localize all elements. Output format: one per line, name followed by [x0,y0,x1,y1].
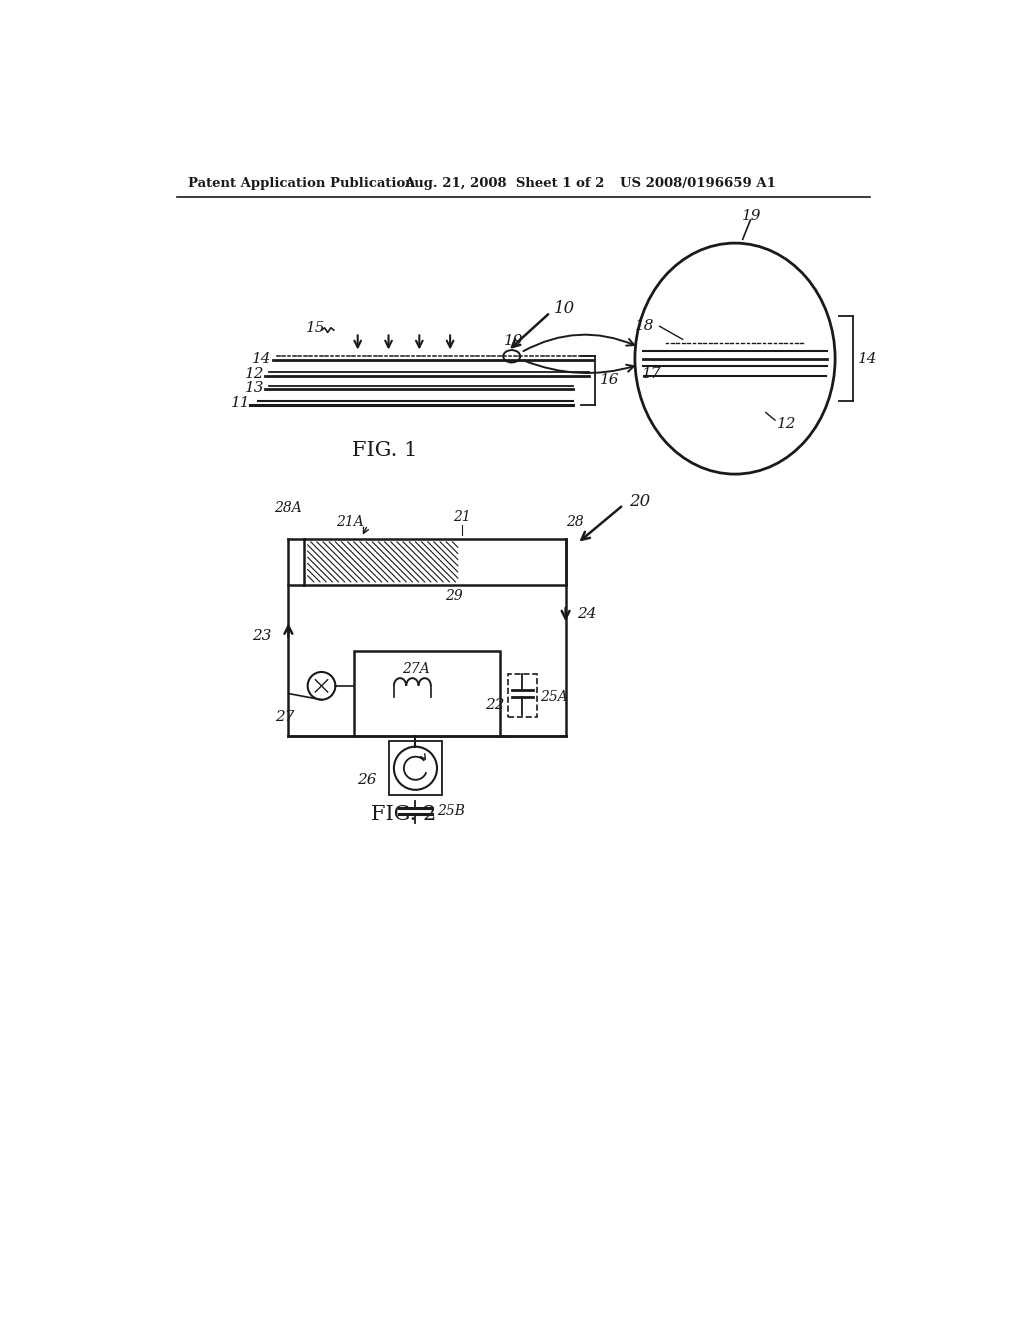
Text: 14: 14 [857,351,877,366]
Text: 10: 10 [554,300,575,317]
Text: 18: 18 [635,319,654,333]
Text: 26: 26 [357,772,377,787]
Text: 29: 29 [445,589,463,603]
Text: 17: 17 [642,367,662,381]
Text: 12: 12 [245,367,264,381]
Text: 11: 11 [230,396,250,411]
Text: 19: 19 [742,209,762,223]
Text: 23: 23 [252,628,271,643]
Text: 14: 14 [252,351,271,366]
Text: 16: 16 [599,374,618,387]
Bar [354,651,500,737]
Text: 28: 28 [565,515,584,529]
Bar [388,742,442,795]
Text: US 2008/0196659 A1: US 2008/0196659 A1 [620,177,775,190]
Text: 25B: 25B [437,804,465,817]
Text: 27A: 27A [401,661,429,676]
Text: 28A: 28A [273,502,301,515]
Bar [508,675,538,717]
Text: 12: 12 [777,417,797,432]
Text: 20: 20 [630,494,651,511]
Text: 27: 27 [275,710,295,723]
Text: Aug. 21, 2008  Sheet 1 of 2: Aug. 21, 2008 Sheet 1 of 2 [403,177,604,190]
Text: 24: 24 [578,607,597,622]
Text: 25A: 25A [541,690,568,705]
Text: 21: 21 [453,511,471,524]
Text: 15: 15 [306,321,326,335]
Text: FIG. 2: FIG. 2 [372,805,436,824]
Text: 21A: 21A [336,515,364,529]
Text: 13: 13 [245,381,264,395]
Text: Patent Application Publication: Patent Application Publication [188,177,415,190]
Text: 22: 22 [484,698,504,711]
Text: FIG. 1: FIG. 1 [352,441,418,461]
Text: 19: 19 [504,334,523,348]
